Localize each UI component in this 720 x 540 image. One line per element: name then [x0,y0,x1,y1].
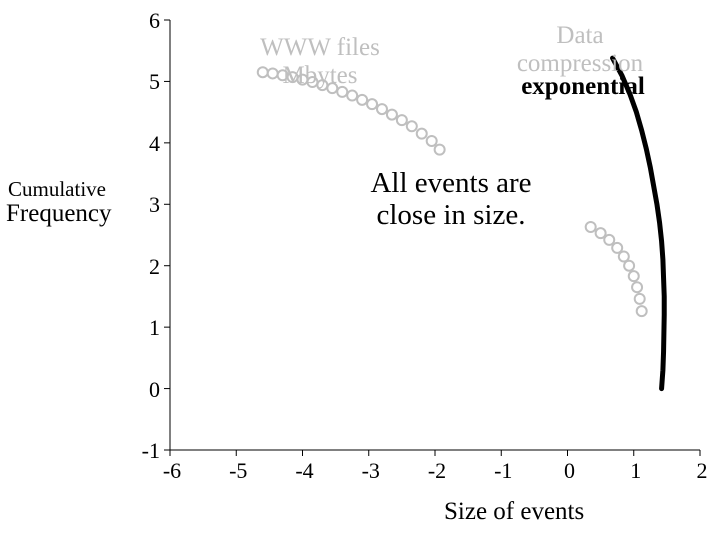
x-tick-label: -5 [226,458,250,484]
annotation-data: Data compression [500,22,660,77]
y-tick-label: 6 [149,8,160,34]
annotation-center-line1: All events are [336,168,566,200]
x-tick-label: 0 [558,458,582,484]
x-tick-label: -1 [491,458,515,484]
y-tick-label: 5 [149,69,160,95]
x-tick-label: -6 [160,458,184,484]
x-tick-label: -3 [359,458,383,484]
x-tick-label: 1 [624,458,648,484]
annotation-center-line2: close in size. [336,200,566,232]
y-tick-label: 0 [149,377,160,403]
y-tick-label: 3 [149,192,160,218]
annotation-www: WWW files Mbytes [240,34,400,89]
x-tick-label: -2 [425,458,449,484]
annotation-data-line1: Data [500,22,660,50]
annotation-www-line1: WWW files [240,34,400,62]
annotation-exponential: exponential [503,73,663,101]
y-axis-label-line1: Cumulative [8,178,106,201]
y-tick-label: 4 [149,131,160,157]
x-tick-label: -4 [293,458,317,484]
y-tick-label: 1 [149,315,160,341]
y-axis-label-line2: Frequency [6,200,112,228]
y-tick-label: 2 [149,254,160,280]
x-tick-label: 2 [690,458,714,484]
chart-container: Cumulative Frequency Size of events WWW … [0,0,720,540]
annotation-center: All events are close in size. [336,168,566,232]
annotation-www-line2: Mbytes [240,62,400,90]
y-tick-label: -1 [142,438,160,464]
x-axis-label: Size of events [444,498,584,526]
